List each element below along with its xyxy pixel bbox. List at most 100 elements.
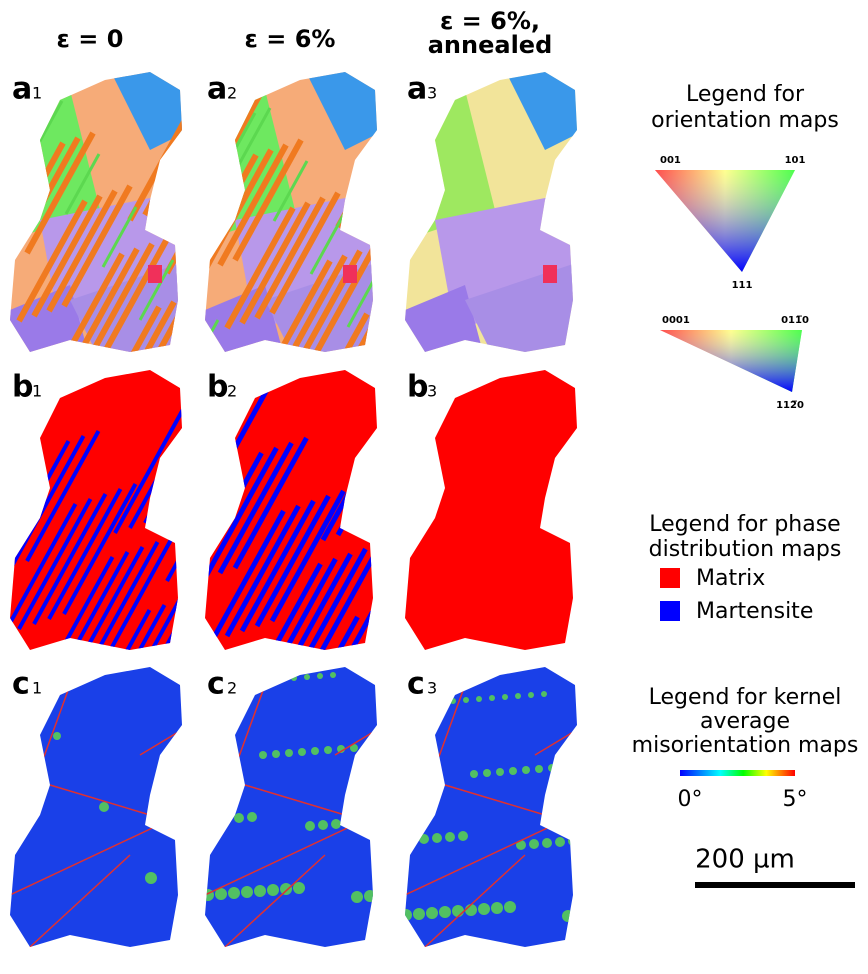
legend-title: distribution maps: [649, 537, 842, 562]
kam-spot: [504, 901, 516, 913]
panel-letter: c: [207, 667, 225, 702]
panel-letter: a: [12, 72, 32, 107]
kam-spot: [259, 751, 267, 759]
pole-label: 011̅0: [781, 315, 809, 326]
kam-spot: [291, 675, 297, 681]
panel-index: 3: [427, 382, 437, 401]
colorbar-max: 5°: [783, 787, 808, 812]
lath: [177, 313, 210, 373]
kam-spot: [437, 699, 443, 705]
legend-label: Matrix: [696, 566, 765, 591]
kam-spot: [491, 902, 503, 914]
kam-spot: [452, 905, 464, 917]
panel-index: 1: [32, 382, 42, 401]
legend-title: Legend for phase: [649, 512, 840, 537]
kam-spot: [357, 817, 367, 827]
legend-label: Martensite: [696, 599, 813, 624]
legend-title: misorientation maps: [632, 733, 859, 758]
kam-spot: [53, 732, 61, 740]
kam-spot: [515, 693, 521, 699]
kam-spot: [99, 802, 109, 812]
map-clip: [201, 665, 385, 955]
kam-spot: [145, 872, 157, 884]
kam-spot: [561, 763, 569, 771]
map: [405, 368, 585, 658]
pole-label: 0001: [662, 315, 690, 326]
kam-spot: [413, 908, 425, 920]
legend-title: Legend for kernel: [649, 685, 842, 710]
kam-spot: [318, 820, 328, 830]
kam-spot: [285, 749, 293, 757]
kam-spot: [509, 767, 517, 775]
kam-spot: [208, 815, 218, 825]
kam-spot: [489, 695, 495, 701]
kam-spot: [317, 673, 323, 679]
kam-spot: [228, 887, 240, 899]
kam-spot: [562, 910, 574, 922]
kam-spot: [221, 814, 231, 824]
kam-spot: [535, 765, 543, 773]
kam-spot: [458, 831, 468, 841]
map: [7, 662, 190, 955]
map-clip: [7, 662, 190, 955]
panel-letter: b: [407, 370, 428, 405]
kam-spot: [445, 832, 455, 842]
panel-index: 2: [227, 84, 237, 103]
legend-swatch: [660, 568, 680, 588]
kam-spot: [400, 909, 412, 921]
panel-letter: a: [407, 72, 427, 107]
kam-spot: [470, 770, 478, 778]
kam-bg: [205, 665, 385, 955]
lath: [368, 97, 434, 217]
pole-label: 101: [785, 155, 806, 166]
kam-spot: [568, 836, 578, 846]
kam-spot: [412, 761, 420, 769]
pole-label: 112̅0: [776, 400, 804, 411]
kam-spot: [265, 677, 271, 683]
panel-index: 3: [427, 679, 437, 698]
scale-label: 200 µm: [695, 845, 795, 875]
panel-letter: c: [407, 667, 425, 702]
kam-spot: [541, 691, 547, 697]
kam-spot: [529, 839, 539, 849]
scale-bar: [695, 882, 855, 888]
kam-spot: [278, 676, 284, 682]
kam-spot: [406, 835, 416, 845]
panel-index: 1: [32, 679, 42, 698]
kam-spot: [463, 697, 469, 703]
kam-spot: [424, 700, 430, 706]
kam-spot: [304, 674, 310, 680]
kam-spot: [330, 672, 336, 678]
phase-matrix: [405, 368, 585, 658]
kam-spot: [241, 886, 253, 898]
page: ε = 0ε = 6%ε = 6%,annealeda1a2a3b1b2b3c1…: [0, 0, 868, 970]
hex-triangle-shade: [660, 330, 802, 392]
kam-spot: [331, 819, 341, 829]
kam-spot: [267, 884, 279, 896]
kam-spot: [465, 904, 477, 916]
kam-spot: [324, 746, 332, 754]
panel-letter: c: [12, 667, 30, 702]
kam-spot: [426, 907, 438, 919]
kam-spot: [305, 821, 315, 831]
map-clip: [405, 70, 585, 360]
panel-index: 1: [32, 84, 42, 103]
kam-spot: [450, 698, 456, 704]
map-clip: [405, 368, 585, 658]
legend-title: orientation maps: [651, 108, 839, 133]
map: [201, 665, 385, 955]
panel-index: 2: [227, 679, 237, 698]
cubic-triangle-shade: [655, 170, 795, 272]
kam-spot: [311, 747, 319, 755]
kam-spot: [370, 816, 380, 826]
kam-spot: [574, 762, 582, 770]
kam-spot: [555, 837, 565, 847]
legend-swatch: [660, 601, 680, 621]
kam-spot: [476, 696, 482, 702]
panel-letter: a: [207, 72, 227, 107]
kam-spot: [201, 742, 209, 750]
kam-spot: [496, 768, 504, 776]
kam-spot: [528, 692, 534, 698]
map: [405, 70, 585, 360]
map-clip: [400, 665, 585, 955]
